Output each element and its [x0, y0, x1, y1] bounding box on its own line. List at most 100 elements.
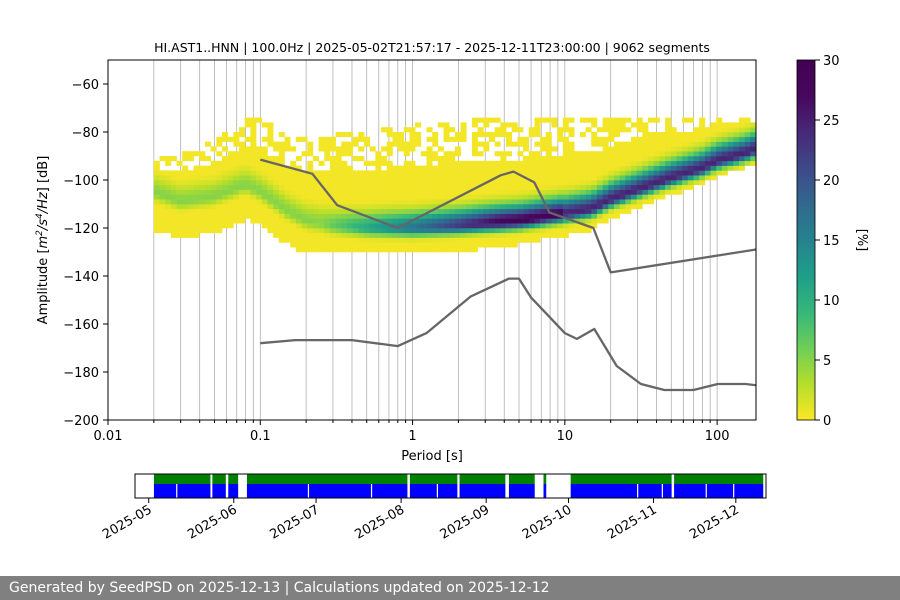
- heatmap-cell: [625, 204, 632, 210]
- y-axis-ticks: −60−80−100−120−140−160−180−200: [63, 78, 108, 429]
- heatmap-cell: [301, 204, 308, 210]
- heatmap-cell: [210, 218, 217, 224]
- heatmap-cell: [511, 160, 518, 166]
- heatmap-cell: [613, 213, 620, 219]
- heatmap-cell: [511, 122, 518, 128]
- heatmap-cell: [744, 136, 751, 142]
- heatmap-cell: [562, 127, 569, 133]
- heatmap-cell: [329, 184, 336, 190]
- heatmap-cell: [403, 170, 410, 176]
- heatmap-cell: [489, 136, 495, 142]
- heatmap-cell: [528, 232, 535, 238]
- heatmap-cell: [506, 242, 513, 248]
- heatmap-cell: [420, 175, 427, 181]
- heatmap-cell: [733, 127, 740, 133]
- heatmap-cell: [545, 204, 552, 210]
- heatmap-cell: [403, 151, 410, 157]
- heatmap-cell: [585, 160, 592, 166]
- heatmap-cell: [699, 122, 706, 128]
- heatmap-cell: [267, 189, 274, 195]
- heatmap-cell: [699, 180, 706, 186]
- heatmap-cell: [699, 132, 706, 138]
- heatmap-cell: [517, 180, 524, 186]
- heatmap-cell: [619, 156, 626, 162]
- heatmap-cell: [738, 160, 745, 166]
- heatmap-cell: [358, 213, 365, 219]
- heatmap-cell: [540, 117, 547, 123]
- heatmap-cell: [631, 194, 638, 200]
- heatmap-cell: [540, 141, 547, 147]
- heatmap-cell: [420, 204, 427, 210]
- colorbar-tick-label: 30: [823, 54, 840, 69]
- heatmap-cell: [449, 151, 456, 157]
- heatmap-cell: [704, 127, 711, 133]
- heatmap-cell: [233, 175, 240, 181]
- heatmap-cell: [534, 208, 541, 214]
- heatmap-cell: [239, 141, 246, 147]
- heatmap-cell: [460, 228, 467, 234]
- heatmap-cell: [312, 194, 319, 200]
- heatmap-cell: [659, 189, 666, 195]
- heatmap-cell: [619, 141, 626, 147]
- heatmap-cell: [318, 160, 325, 166]
- heatmap-cell: [477, 204, 484, 210]
- heatmap-cell: [295, 156, 302, 162]
- heatmap-cell: [267, 194, 274, 200]
- heatmap-cell: [324, 136, 331, 142]
- heatmap-cell: [176, 160, 183, 166]
- heatmap-cell: [278, 170, 285, 176]
- heatmap-cell: [562, 232, 569, 238]
- heatmap-cell: [267, 165, 274, 171]
- heatmap-cell: [193, 175, 200, 181]
- heatmap-cell: [346, 165, 353, 171]
- heatmap-cell: [307, 151, 314, 157]
- heatmap-cell: [517, 127, 524, 133]
- heatmap-cell: [403, 127, 410, 133]
- heatmap-cell: [358, 189, 365, 195]
- heatmap-cell: [216, 165, 223, 171]
- heatmap-cell: [233, 136, 240, 142]
- segment-bar: [543, 484, 547, 498]
- heatmap-cell: [460, 180, 467, 186]
- heatmap-cell: [278, 194, 285, 200]
- heatmap-cell: [534, 218, 541, 224]
- heatmap-cell: [506, 223, 513, 229]
- heatmap-cell: [182, 151, 189, 157]
- timeline-tick-label: 2025-12: [687, 502, 742, 542]
- heatmap-cell: [369, 223, 376, 229]
- heatmap-cell: [471, 223, 478, 229]
- heatmap-cell: [204, 228, 211, 234]
- heatmap-cell: [460, 247, 467, 253]
- heatmap-cell: [540, 228, 547, 234]
- heatmap-cell: [716, 165, 723, 171]
- heatmap-cell: [721, 122, 728, 128]
- heatmap-cell: [301, 184, 308, 190]
- heatmap-cell: [670, 141, 677, 147]
- heatmap-cell: [415, 242, 422, 248]
- heatmap-cell: [204, 184, 211, 190]
- heatmap-cell: [176, 213, 183, 219]
- heatmap-cell: [284, 170, 291, 176]
- heatmap-cell: [477, 223, 484, 229]
- heatmap-cell: [551, 156, 558, 162]
- heatmap-cell: [682, 184, 689, 190]
- heatmap-cell: [636, 156, 643, 162]
- heatmap-cell: [454, 237, 461, 243]
- heatmap-cell: [523, 136, 530, 142]
- heatmap-cell: [562, 199, 569, 205]
- heatmap-cell: [443, 213, 450, 219]
- heatmap-cell: [523, 223, 530, 229]
- heatmap-cell: [443, 127, 450, 133]
- heatmap-cell: [710, 156, 717, 162]
- heatmap-cell: [329, 156, 336, 162]
- heatmap-cell: [369, 237, 376, 243]
- heatmap-cell: [182, 184, 189, 190]
- heatmap-cell: [341, 146, 348, 152]
- heatmap-cell: [324, 237, 331, 243]
- heatmap-cell: [716, 156, 723, 162]
- heatmap-cell: [312, 247, 319, 253]
- heatmap-cell: [420, 247, 427, 253]
- heatmap-cell: [312, 228, 319, 234]
- heatmap-cell: [528, 170, 535, 176]
- heatmap-cell: [261, 175, 268, 181]
